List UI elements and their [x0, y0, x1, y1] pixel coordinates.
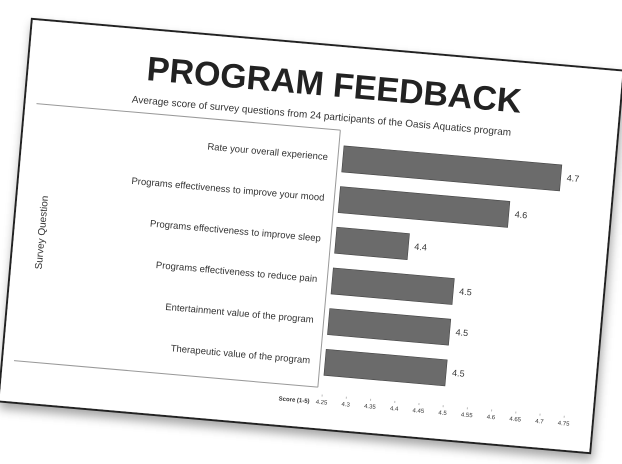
photo: PROGRAM FEEDBACK Average score of survey…: [0, 0, 622, 464]
chart-card: PROGRAM FEEDBACK Average score of survey…: [0, 19, 622, 453]
x-tick-label: 4.7: [535, 419, 544, 426]
x-tick-label: 4.5: [438, 410, 447, 417]
value-label: 4.5: [455, 327, 468, 338]
x-tick-label: 4.3: [341, 402, 350, 409]
x-tick-label: 4.25: [315, 400, 328, 407]
value-label: 4.5: [459, 286, 472, 297]
value-label: 4.5: [452, 368, 465, 379]
x-tick-label: 4.35: [364, 404, 377, 411]
x-tick-label: 4.75: [557, 421, 570, 428]
x-tick-label: 4.4: [390, 406, 399, 413]
value-label: 4.6: [514, 209, 527, 220]
x-tick-label: 4.45: [412, 408, 425, 415]
x-tick-label: 4.65: [509, 417, 522, 424]
x-tick-label: 4.55: [461, 412, 474, 419]
x-tick-label: 4.6: [487, 415, 496, 422]
value-label: 4.4: [414, 242, 427, 253]
value-label: 4.7: [566, 173, 579, 184]
